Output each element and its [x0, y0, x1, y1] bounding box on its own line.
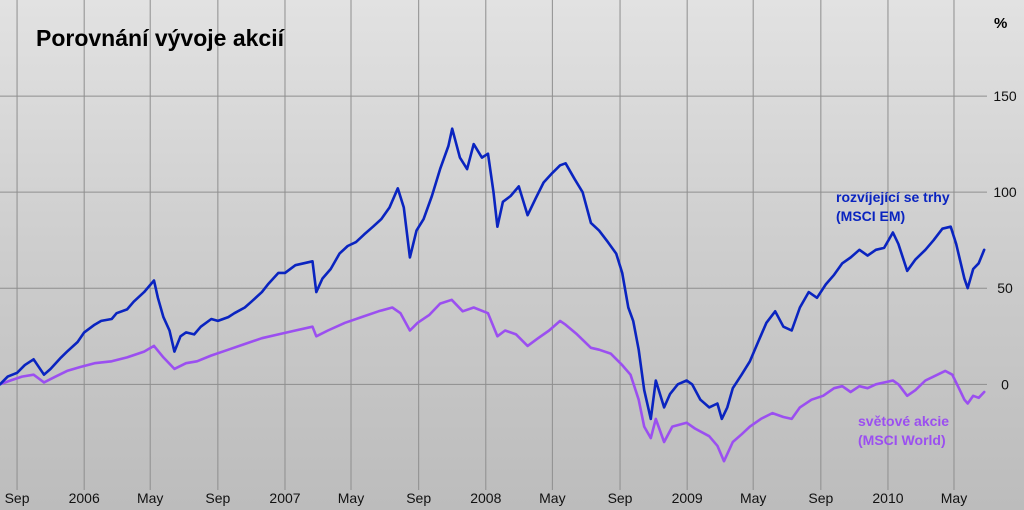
x-tick-label: May [137, 490, 163, 506]
x-tick-label: 2009 [672, 490, 703, 506]
series-line [0, 127, 986, 421]
series-line [0, 298, 986, 463]
y-tick-label: 0 [1001, 376, 1009, 392]
series-label: (MSCI World) [858, 432, 946, 448]
x-tick-label: Sep [808, 490, 833, 506]
x-tick-label: Sep [205, 490, 230, 506]
y-tick-label: 50 [997, 280, 1013, 296]
x-tick-label: 2006 [69, 490, 100, 506]
y-tick-label: 150 [993, 88, 1017, 104]
x-tick-label: Sep [406, 490, 431, 506]
tick-labels: Sep 2006 May Sep 2007 May Sep 2008 May Sep 2009 May… [5, 88, 1017, 506]
x-tick-label: May [338, 490, 364, 506]
chart-title: Porovnání vývoje akcií [36, 25, 286, 51]
x-tick-label: 2010 [872, 490, 903, 506]
series-label: rozvíjející se trhy [836, 189, 950, 205]
series-label: (MSCI EM) [836, 208, 905, 224]
y-axis-unit: % [994, 15, 1007, 32]
series-labels: rozvíjející se trhy (MSCI EM) světové akci… [836, 189, 950, 448]
series-label: světové akcie [858, 413, 949, 429]
x-tick-label: Sep [608, 490, 633, 506]
x-tick-label: May [539, 490, 565, 506]
x-tick-label: 2008 [470, 490, 501, 506]
series-layer [0, 127, 986, 463]
x-tick-label: May [740, 490, 766, 506]
x-tick-label: May [941, 490, 967, 506]
y-tick-label: 100 [993, 184, 1017, 200]
x-tick-label: Sep [5, 490, 30, 506]
x-tick-label: 2007 [269, 490, 300, 506]
grid [0, 0, 987, 490]
